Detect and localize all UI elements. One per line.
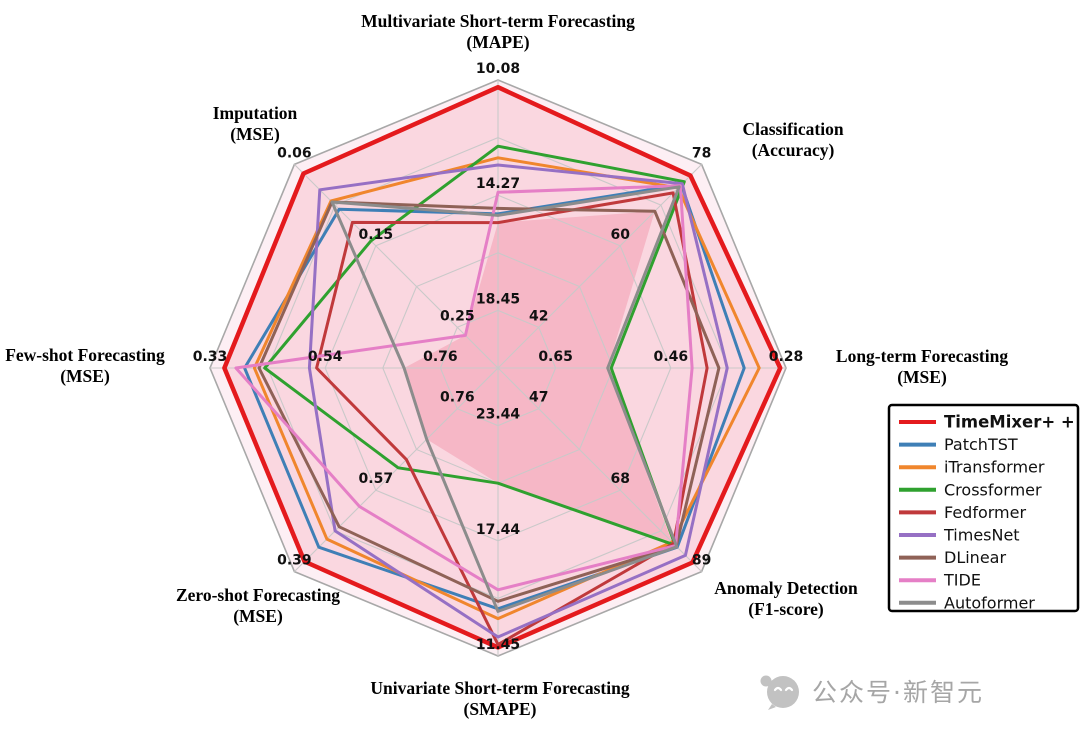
legend-item-timemixer-: TimeMixer+ + [899, 413, 1075, 432]
tick-label: 23.44 [476, 407, 521, 423]
tick-label: 0.76 [423, 349, 458, 365]
axis-title: Long-term Forecasting [836, 346, 1008, 366]
legend-box [887, 403, 1080, 613]
axis-title-metric: (MAPE) [466, 32, 529, 52]
legend-item-crossformer: Crossformer [899, 480, 1042, 499]
tick-label: 0.33 [193, 349, 228, 365]
legend-label: TIDE [943, 571, 981, 590]
axis-title-metric: (F1-score) [748, 599, 824, 619]
series-line-autoformer [330, 185, 681, 613]
series-line-dlinear [257, 200, 721, 603]
tick-label: 0.06 [277, 145, 312, 161]
tick-label: 11.45 [476, 637, 520, 653]
legend-item-itransformer: iTransformer [899, 458, 1045, 477]
tick-label: 42 [529, 308, 548, 324]
tick-label: 14.27 [476, 176, 520, 192]
axis-title-metric: (MSE) [230, 124, 280, 144]
tick-label: 89 [692, 553, 711, 569]
legend-label: iTransformer [944, 458, 1045, 477]
tick-label: 0.28 [769, 349, 804, 365]
tick-labels: 18.45 14.27 10.08 42 60 78 0.65 0.46 0.28 47 68 89 2… [193, 61, 804, 653]
axis-title-metric: (MSE) [897, 367, 947, 387]
tick-label: 0.65 [538, 349, 573, 365]
legend: TimeMixer+ + PatchTST iTransformer Crossfor… [887, 403, 1080, 613]
tick-label: 60 [610, 227, 630, 243]
tick-label: 17.44 [476, 522, 521, 538]
tick-label: 10.08 [476, 61, 520, 77]
tick-label: 78 [692, 145, 711, 161]
axis-title: Zero-shot Forecasting [176, 585, 340, 605]
series-line-crossformer [263, 144, 686, 547]
series-line-tide [234, 184, 694, 592]
axis-title-metric: (Accuracy) [752, 140, 835, 160]
legend-label: Autoformer [944, 593, 1035, 612]
axis-title: Imputation [213, 103, 298, 123]
axis-title: Few-shot Forecasting [5, 345, 165, 365]
legend-label: TimeMixer+ + [944, 413, 1075, 432]
watermark-text: 公众号·新智元 [812, 678, 984, 707]
legend-item-fedformer: Fedformer [899, 503, 1026, 522]
tick-label: 18.45 [476, 291, 520, 307]
legend-label: DLinear [944, 548, 1006, 567]
tick-label: 0.46 [654, 349, 689, 365]
series-line-itransformer [252, 156, 761, 621]
tick-label: 0.76 [440, 390, 475, 406]
legend-item-dlinear: DLinear [899, 548, 1006, 567]
axis-title: Classification [742, 119, 843, 139]
axis-title: Multivariate Short-term Forecasting [361, 11, 635, 31]
tick-label: 0.54 [308, 349, 343, 365]
axis-title: Anomaly Detection [714, 578, 858, 598]
legend-item-patchtst: PatchTST [899, 435, 1018, 454]
wechat-public-account-icon [760, 675, 799, 710]
axis-titles: Multivariate Short-term Forecasting(MAPE… [5, 11, 1008, 719]
axis-title-metric: (MSE) [233, 606, 283, 626]
tick-label: 0.57 [359, 471, 394, 487]
series-line-timemixer- [222, 84, 783, 650]
watermark: 公众号·新智元 [760, 675, 984, 710]
tick-label: 68 [610, 471, 629, 487]
axis-title: Univariate Short-term Forecasting [370, 678, 629, 698]
tick-label: 0.39 [277, 553, 312, 569]
legend-item-timesnet: TimesNet [899, 526, 1020, 545]
tick-label: 0.15 [359, 227, 394, 243]
tick-label: 0.25 [440, 308, 475, 324]
legend-item-autoformer: Autoformer [899, 593, 1035, 612]
legend-item-tide: TIDE [899, 571, 981, 590]
axis-title-metric: (MSE) [60, 366, 110, 386]
legend-label: TimesNet [943, 526, 1020, 545]
legend-label: PatchTST [944, 435, 1018, 454]
legend-label: Crossformer [944, 480, 1042, 499]
tick-label: 47 [529, 390, 548, 406]
legend-label: Fedformer [944, 503, 1026, 522]
series-line-timesnet [307, 163, 729, 639]
series-lines [222, 84, 783, 650]
axis-title-metric: (SMAPE) [464, 699, 537, 719]
